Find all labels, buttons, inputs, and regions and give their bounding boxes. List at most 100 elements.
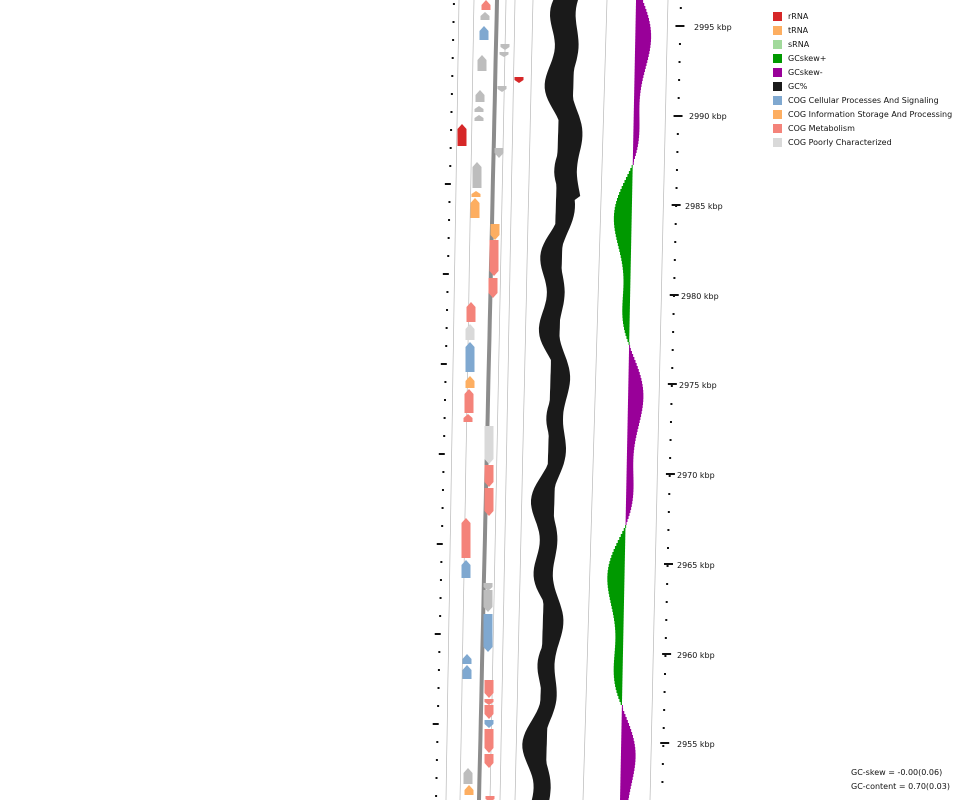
gc-skew-bar	[633, 117, 640, 120]
gc-skew-bar	[608, 591, 625, 594]
gc-skew-bar	[607, 576, 625, 579]
gc-skew-bar	[635, 42, 651, 45]
gc-skew-bar	[633, 144, 638, 147]
gc-skew-bar	[624, 180, 633, 183]
gc-skew-bar	[626, 453, 634, 456]
gc-skew-bar	[614, 621, 624, 624]
gc-skew-bar	[621, 735, 633, 738]
gc-skew-bar	[619, 192, 633, 195]
gc-skew-bar	[621, 708, 624, 711]
gc-skew-bar	[614, 210, 632, 213]
gc-skew-bar	[613, 666, 623, 669]
gc-skew-bar	[635, 33, 652, 36]
legend-swatch	[773, 53, 782, 63]
legend-label: sRNA	[788, 39, 810, 49]
gc-skew-bar	[633, 105, 640, 108]
legend-label: GC%	[788, 81, 808, 91]
feature-arrow	[463, 414, 473, 422]
legend-swatch	[773, 109, 782, 119]
gc-skew-bar	[636, 0, 644, 3]
gc-skew-bar	[616, 543, 626, 546]
gc-skew-bar	[621, 741, 635, 744]
feature-arrow	[483, 614, 493, 652]
gc-skew-bar	[610, 558, 625, 561]
gc-skew-bar	[635, 15, 649, 18]
gc-skew-bar	[634, 54, 649, 57]
legend-item-rrna: rRNA	[773, 9, 952, 23]
gc-skew-bar	[620, 783, 632, 786]
gc-skew-bar	[633, 123, 640, 126]
gc-skew-bar	[620, 774, 634, 777]
gc-skew-bar	[614, 228, 632, 231]
gc-skew-bar	[627, 414, 642, 417]
feature-arrow	[484, 729, 494, 753]
gc-skew-bar	[615, 645, 624, 648]
gc-skew-bar	[627, 405, 643, 408]
gc-skew-bar	[626, 465, 634, 468]
gc-skew-bar	[628, 390, 644, 393]
legend-item-srna: sRNA	[773, 37, 952, 51]
feature-arrow	[474, 106, 484, 112]
gc-skew-bar	[617, 243, 632, 246]
gc-skew-bar	[625, 522, 627, 525]
guide-line	[445, 0, 460, 800]
gc-skew-bar	[622, 297, 631, 300]
gc-skew-bar	[627, 426, 639, 429]
gc-skew-bar	[625, 516, 629, 519]
legend-swatch	[773, 123, 782, 133]
gc-skew-bar	[613, 675, 623, 678]
gc-skew-bar	[628, 375, 641, 378]
gc-skew-bar	[635, 39, 651, 42]
gc-skew-bar	[625, 501, 633, 504]
gc-skew-bar	[620, 798, 629, 800]
gc-skew-bar	[621, 750, 636, 753]
gc-skew-bar	[623, 291, 631, 294]
gc-skew-bar	[634, 57, 649, 60]
gc-skew-bar	[623, 528, 626, 531]
feature-arrow	[465, 342, 475, 372]
gc-skew-bar	[633, 129, 640, 132]
gc-skew-bar	[609, 561, 625, 564]
gc-skew-bar	[616, 201, 632, 204]
gc-skew-bar	[622, 312, 630, 315]
tick-label-2985: 2985 kbp	[685, 202, 723, 211]
legend-label: rRNA	[788, 11, 809, 21]
gc-skew-bar	[632, 162, 634, 165]
gc-skew-bar	[620, 765, 635, 768]
gc-skew-bar	[620, 789, 631, 792]
gc-skew-bar	[628, 378, 642, 381]
gc-skew-bar	[620, 702, 622, 705]
tick-label-2955: 2955 kbp	[677, 740, 715, 749]
guide-line	[514, 0, 534, 800]
gc-skew-bar	[635, 12, 648, 15]
outer-tick-ring	[432, 3, 455, 797]
gc-skew-bar	[633, 135, 640, 138]
legend-swatch	[773, 137, 782, 147]
gc-skew-bar	[623, 285, 631, 288]
feature-arrow	[462, 654, 472, 664]
feature-arrow	[466, 302, 476, 322]
gc-skew-bar	[626, 492, 634, 495]
gc-skew-bar	[633, 102, 640, 105]
gc-skew-bar	[614, 222, 632, 225]
feature-arrow	[461, 560, 471, 578]
gc-skew-bar	[620, 759, 636, 762]
legend-item-cog-poorly: COG Poorly Characterized	[773, 135, 952, 149]
gc-skew-bar	[634, 81, 643, 84]
gc-skew-bar	[614, 225, 632, 228]
tick-label-2960: 2960 kbp	[677, 651, 715, 660]
gc-skew-bar	[614, 651, 623, 654]
gc-skew-bar	[633, 108, 640, 111]
gc-skew-bar	[626, 459, 634, 462]
gc-skew-bar	[628, 381, 643, 384]
gc-skew-bar	[620, 252, 631, 255]
tick-label-2990: 2990 kbp	[689, 112, 727, 121]
gc-skew-bar	[633, 138, 639, 141]
gc-skew-bar	[634, 69, 645, 72]
gc-skew-bar	[626, 498, 633, 501]
gc-skew-bar	[611, 555, 625, 558]
gc-skew-bar	[627, 429, 638, 432]
feature-arrow	[489, 240, 499, 276]
gc-skew-bar	[627, 420, 640, 423]
